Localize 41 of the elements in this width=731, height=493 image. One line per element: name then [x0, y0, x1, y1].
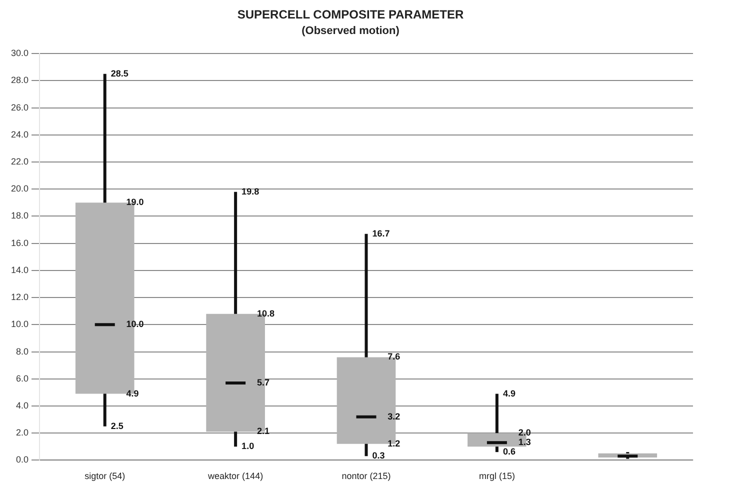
annotation: 10.8: [256, 308, 274, 318]
annotation: 1.3: [518, 437, 531, 448]
annotation: 4.9: [126, 388, 139, 398]
y-tick-label: 4.0: [16, 400, 29, 410]
y-tick-label: 22.0: [10, 156, 29, 167]
y-tick-label: 28.0: [10, 75, 29, 86]
annotation: 28.5: [110, 68, 128, 78]
y-tick-label: 6.0: [16, 373, 29, 384]
chart-subtitle: (Observed motion): [302, 25, 400, 38]
annotation: 19.8: [242, 186, 260, 196]
y-tick-label: 24.0: [10, 129, 29, 140]
x-tick-label: mrgl (15): [478, 471, 515, 482]
annotation: 2.0: [518, 428, 531, 438]
y-tick-label: 18.0: [10, 210, 29, 221]
annotation: 7.6: [388, 352, 400, 362]
annotation: 0.6: [502, 446, 516, 457]
y-tick-label: 20.0: [10, 184, 29, 194]
annotation: 5.7: [256, 377, 270, 388]
annotation: 0.3: [372, 450, 385, 461]
y-tick-label: 12.0: [10, 292, 29, 302]
annotation: 10.0: [126, 319, 144, 330]
annotation: 1.0: [242, 441, 254, 452]
y-tick-label: 30.0: [10, 48, 29, 58]
x-tick-label: weaktor (144): [207, 471, 264, 482]
y-tick-label: 0.0: [16, 454, 29, 465]
annotation: 2.5: [110, 420, 124, 431]
x-tick-label: nontor (215): [342, 471, 391, 482]
annotation: 2.1: [256, 426, 270, 436]
x-tick-label: sigtor (54): [84, 471, 126, 482]
y-tick-label: 10.0: [10, 319, 29, 330]
annotation: 3.2: [388, 411, 400, 422]
y-tick-label: 2.0: [16, 428, 29, 438]
annotation: 4.9: [502, 388, 516, 398]
annotation: 1.2: [388, 438, 400, 448]
y-tick-label: 16.0: [10, 238, 29, 248]
annotation: 16.7: [372, 228, 390, 238]
annotation: 19.0: [126, 197, 144, 208]
y-tick-label: 26.0: [10, 102, 29, 112]
y-tick-label: 14.0: [10, 264, 29, 275]
y-tick-label: 8.0: [16, 346, 29, 356]
chart-title: SUPERCELL COMPOSITE PARAMETER: [237, 8, 464, 22]
